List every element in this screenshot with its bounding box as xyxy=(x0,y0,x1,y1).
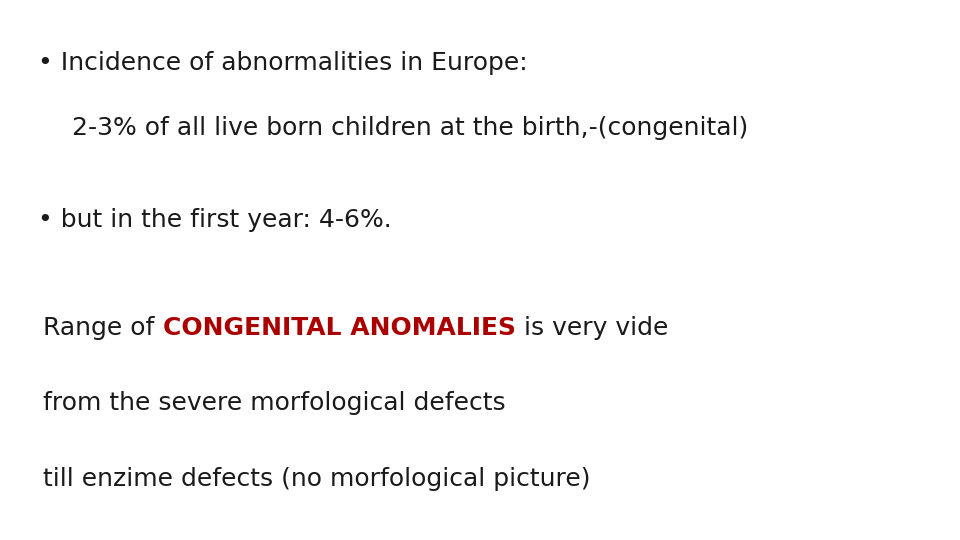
Text: till enzime defects (no morfological picture): till enzime defects (no morfological pic… xyxy=(43,467,590,491)
Text: • but in the first year: 4-6%.: • but in the first year: 4-6%. xyxy=(38,208,392,232)
Text: CONGENITAL ANOMALIES: CONGENITAL ANOMALIES xyxy=(162,316,516,340)
Text: • Incidence of abnormalities in Europe:: • Incidence of abnormalities in Europe: xyxy=(38,51,528,75)
Text: is very vide: is very vide xyxy=(516,316,668,340)
Text: Range of: Range of xyxy=(43,316,162,340)
Text: from the severe morfological defects: from the severe morfological defects xyxy=(43,392,506,415)
Text: 2-3% of all live born children at the birth,-(congenital): 2-3% of all live born children at the bi… xyxy=(72,116,748,140)
